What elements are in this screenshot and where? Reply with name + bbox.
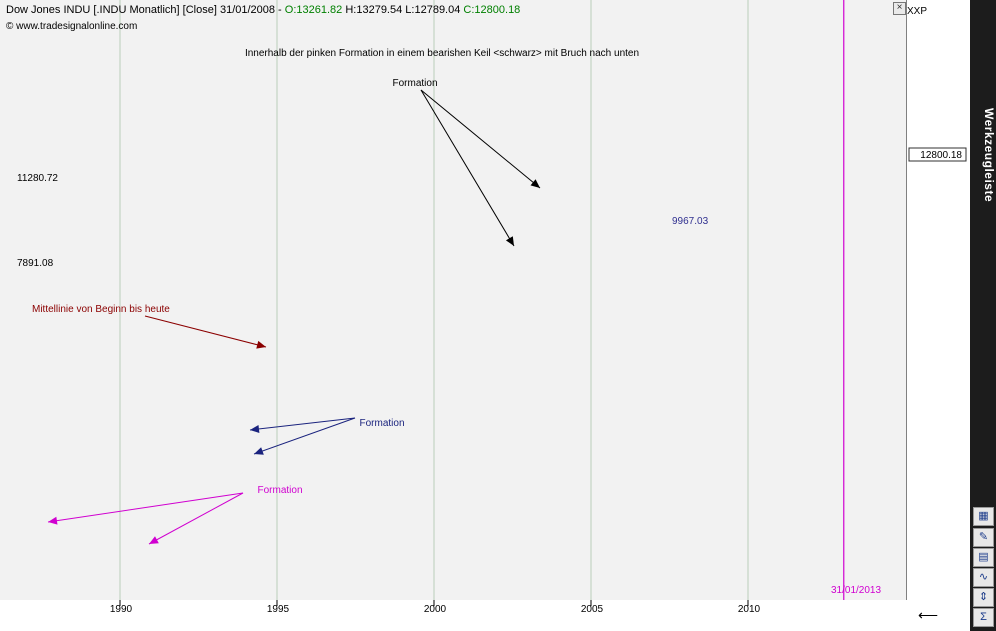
arrow-formation-pink-1-head [48, 516, 58, 525]
x-axis-panel [0, 600, 907, 631]
copyright-text: © www.tradesignalonline.com [6, 21, 137, 32]
annotation-mittellinie: Mittellinie von Beginn bis heute [32, 304, 170, 315]
axis-ticks: 199019952000200520103 T4 T5 T6 T7 T8 T9 … [110, 600, 761, 615]
arrow-formation-pink-1 [47, 492, 244, 523]
arrow-formation-blue-2 [253, 417, 356, 455]
arrow-formation-blue-1-head [250, 425, 260, 433]
arrow-formation-top-1 [420, 89, 541, 189]
document-icon[interactable]: ▤ [973, 548, 994, 567]
level-label-7891: 7891.08 [17, 258, 54, 269]
chart-plot-area[interactable] [0, 0, 907, 601]
chart-title: Dow Jones INDU [.INDU Monatlich] [Close]… [6, 4, 520, 16]
toolbar-title: Werkzeugleiste [982, 107, 996, 203]
last-value-box [908, 147, 967, 162]
close-icon[interactable]: × [893, 2, 906, 15]
annotation-9967: 9967.03 [672, 216, 709, 227]
annotation-keil: Innerhalb der pinken Formation in einem … [245, 48, 639, 59]
trend-lines [843, 0, 845, 600]
arrow-formation-blue-2-head [254, 447, 264, 455]
up-down-arrows-icon[interactable]: ⇕ [973, 588, 994, 607]
annotation-formation-top: Formation [392, 78, 437, 89]
arrow-formation-top-2-head [505, 236, 514, 246]
y-axis-panel [907, 0, 970, 600]
arrow-formation-pink-2 [148, 492, 244, 545]
x-tick-label: 2005 [581, 604, 604, 615]
date-marker-label: 31/01/2013 [831, 585, 881, 596]
arrow-formation-pink-2-head [149, 536, 159, 544]
annotation-formation-blue: Formation [359, 418, 404, 429]
grid [119, 0, 749, 600]
x-tick-label: 1995 [267, 604, 290, 615]
arrow-formation-top-2 [420, 89, 515, 247]
level-label-11280: 11280.72 [17, 173, 58, 184]
last-value-label: 12800.18 [920, 150, 962, 161]
annotation-formation-pink: Formation [257, 485, 302, 496]
chart-marks [47, 89, 541, 545]
arrow-formation-top-1-head [530, 179, 540, 188]
arrow-mittellinie [144, 315, 267, 348]
arrow-formation-blue-1 [249, 417, 356, 431]
x-tick-label: 1990 [110, 604, 133, 615]
x-tick-label: 2010 [738, 604, 761, 615]
wrench-icon[interactable]: ✎ [973, 528, 994, 547]
zoom-arrow-icon[interactable]: ⟵ [918, 607, 939, 623]
xxp-label: XXP [907, 6, 927, 17]
calendar-icon[interactable]: ▦ [973, 507, 994, 526]
x-tick-label: 2000 [424, 604, 447, 615]
chart-icon[interactable]: ∿ [973, 568, 994, 587]
sigma-icon[interactable]: Σ [973, 608, 994, 627]
arrow-mittellinie-head [256, 340, 266, 349]
